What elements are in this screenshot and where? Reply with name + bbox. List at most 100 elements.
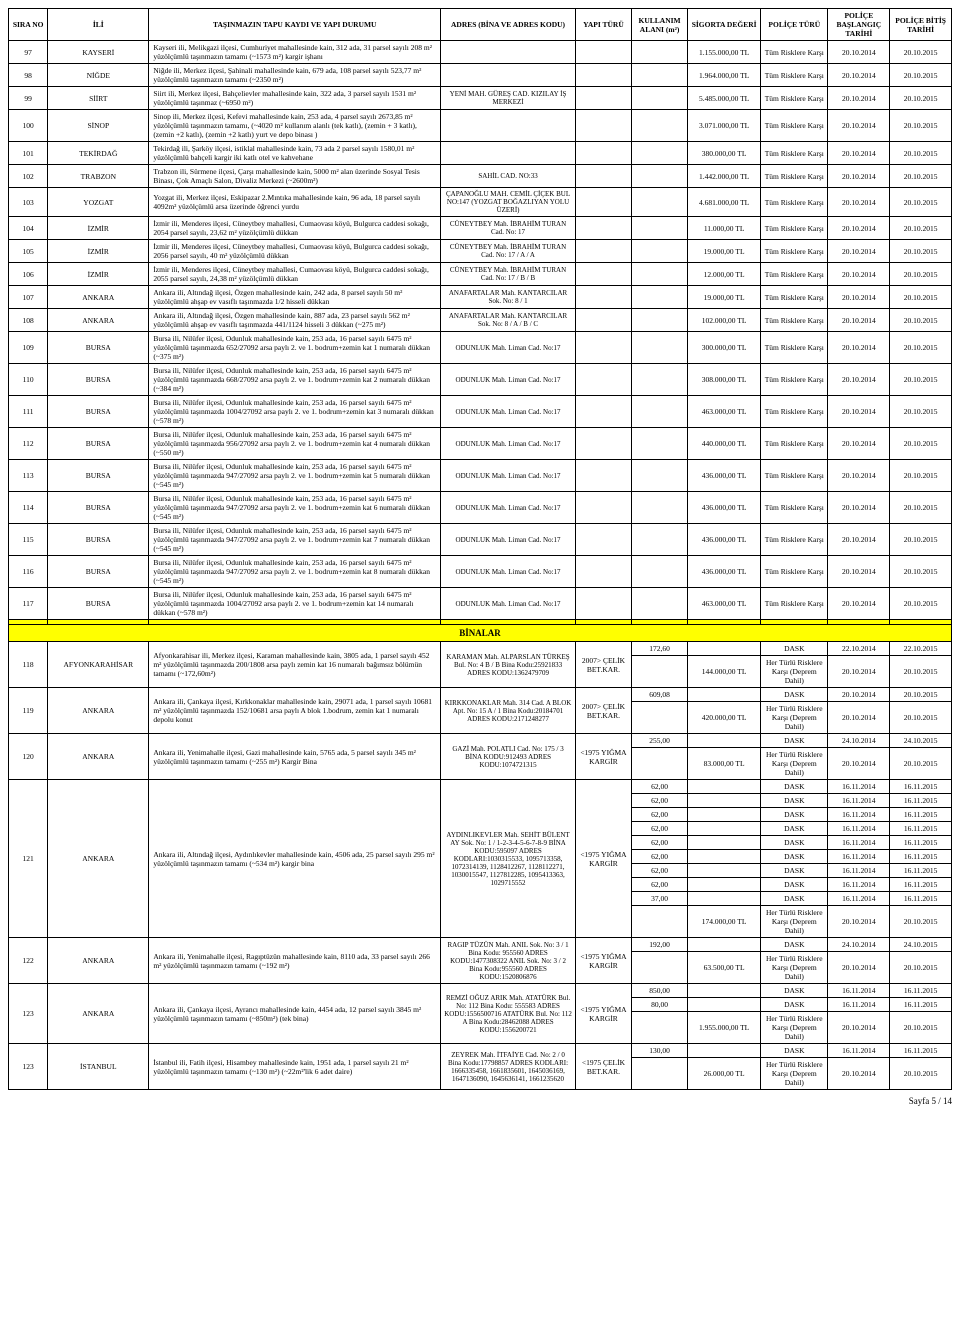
- cell-police: Tüm Risklere Karşı: [761, 64, 828, 87]
- cell-sira: 112: [9, 428, 48, 460]
- cell-adres: GAZİ Mah. POLATLI Cad. No: 175 / 3 BİNA …: [441, 734, 576, 780]
- cell-yapi: 2007> ÇELİK BET.KAR.: [575, 688, 631, 734]
- cell-adres: ODUNLUK Mah. Liman Cad. No:17: [441, 588, 576, 620]
- cell-baslangic: 20.10.2014: [828, 748, 890, 780]
- cell-alan: [632, 188, 688, 217]
- cell-tapu: Ankara ili, Yenimahalle ilçesi, Ragıptüz…: [149, 938, 441, 984]
- cell-alan: [632, 142, 688, 165]
- cell-sigorta: 1.155.000,00 TL: [688, 41, 761, 64]
- cell-police: DASK: [761, 808, 828, 822]
- cell-bitis: 24.10.2015: [890, 938, 952, 952]
- cell-sigorta: 3.071.000,00 TL: [688, 110, 761, 142]
- cell-sigorta: 1.442.000,00 TL: [688, 165, 761, 188]
- cell-il: SİNOP: [48, 110, 149, 142]
- cell-sigorta: 102.000,00 TL: [688, 309, 761, 332]
- cell-bitis: 20.10.2015: [890, 110, 952, 142]
- cell-sigorta: [688, 734, 761, 748]
- cell-sigorta: 19.000,00 TL: [688, 286, 761, 309]
- cell-tapu: İzmir ili, Menderes ilçesi, Cüneytbey ma…: [149, 217, 441, 240]
- cell-adres: ODUNLUK Mah. Liman Cad. No:17: [441, 332, 576, 364]
- cell-bitis: 20.10.2015: [890, 41, 952, 64]
- cell-yapi: [575, 64, 631, 87]
- cell-alan: 62,00: [632, 822, 688, 836]
- cell-sigorta: [688, 984, 761, 998]
- table-row: 117BURSABursa ili, Nilüfer ilçesi, Odunl…: [9, 588, 952, 620]
- hdr-baslangic: POLİÇE BAŞLANGIÇ TARİHİ: [828, 9, 890, 41]
- cell-sigorta: [688, 878, 761, 892]
- table-row: 97KAYSERİKayseri ili, Melikgazi ilçesi, …: [9, 41, 952, 64]
- cell-sigorta: [688, 688, 761, 702]
- cell-alan: [632, 556, 688, 588]
- cell-yapi: [575, 263, 631, 286]
- cell-police: Her Türlü Risklere Karşı (Deprem Dahil): [761, 1058, 828, 1090]
- cell-bitis: 20.10.2015: [890, 1012, 952, 1044]
- cell-alan: [632, 110, 688, 142]
- cell-adres: REMZİ OĞUZ ARIK Mah. ATATÜRK Bul. No: 11…: [441, 984, 576, 1044]
- cell-bitis: 16.11.2015: [890, 998, 952, 1012]
- table-row: 114BURSABursa ili, Nilüfer ilçesi, Odunl…: [9, 492, 952, 524]
- cell-sira: 116: [9, 556, 48, 588]
- cell-yapi: [575, 188, 631, 217]
- cell-bitis: 20.10.2015: [890, 263, 952, 286]
- cell-sira: 120: [9, 734, 48, 780]
- cell-baslangic: 20.10.2014: [828, 165, 890, 188]
- cell-sira: 123: [9, 1044, 48, 1090]
- cell-yapi: 2007> ÇELİK BET.KAR.: [575, 642, 631, 688]
- cell-bitis: 20.10.2015: [890, 240, 952, 263]
- cell-bitis: 20.10.2015: [890, 1058, 952, 1090]
- cell-police: Tüm Risklere Karşı: [761, 217, 828, 240]
- cell-baslangic: 16.11.2014: [828, 808, 890, 822]
- cell-tapu: Bursa ili, Nilüfer ilçesi, Odunluk mahal…: [149, 460, 441, 492]
- hdr-il: İLİ: [48, 9, 149, 41]
- cell-alan: 609,08: [632, 688, 688, 702]
- cell-police: Tüm Risklere Karşı: [761, 142, 828, 165]
- cell-yapi: [575, 286, 631, 309]
- table-row: 107ANKARAAnkara ili, Altındağ ilçesi, Öz…: [9, 286, 952, 309]
- cell-il: TRABZON: [48, 165, 149, 188]
- cell-sira: 103: [9, 188, 48, 217]
- table-row: 121ANKARAAnkara ili, Altındağ ilçesi, Ay…: [9, 780, 952, 794]
- cell-tapu: Trabzon ili, Sürmene ilçesi, Çarşı mahal…: [149, 165, 441, 188]
- cell-yapi: [575, 492, 631, 524]
- cell-il: ANKARA: [48, 688, 149, 734]
- cell-adres: ANAFARTALAR Mah. KANTARCILAR Sok. No: 8 …: [441, 286, 576, 309]
- cell-alan: [632, 240, 688, 263]
- cell-adres: YENİ MAH. GÜREŞ CAD. KIZILAY İŞ MERKEZİ: [441, 87, 576, 110]
- cell-adres: SAHİL CAD. NO:33: [441, 165, 576, 188]
- cell-sigorta: [688, 642, 761, 656]
- section-title: BİNALAR: [9, 625, 952, 642]
- cell-alan: [632, 906, 688, 938]
- header-row: SIRA NO İLİ TAŞINMAZIN TAPU KAYDI VE YAP…: [9, 9, 952, 41]
- cell-sigorta: 19.000,00 TL: [688, 240, 761, 263]
- cell-baslangic: 20.10.2014: [828, 952, 890, 984]
- cell-yapi: <1975 ÇELİK BET.KAR.: [575, 1044, 631, 1090]
- cell-police: Tüm Risklere Karşı: [761, 556, 828, 588]
- insurance-table: SIRA NO İLİ TAŞINMAZIN TAPU KAYDI VE YAP…: [8, 8, 952, 1090]
- cell-il: KAYSERİ: [48, 41, 149, 64]
- cell-il: İSTANBUL: [48, 1044, 149, 1090]
- cell-adres: ODUNLUK Mah. Liman Cad. No:17: [441, 428, 576, 460]
- table-row: 100SİNOPSinop ili, Merkez ilçesi, Kefevi…: [9, 110, 952, 142]
- cell-alan: [632, 588, 688, 620]
- cell-baslangic: 20.10.2014: [828, 87, 890, 110]
- cell-alan: [632, 364, 688, 396]
- cell-sigorta: [688, 822, 761, 836]
- table-row: 109BURSABursa ili, Nilüfer ilçesi, Odunl…: [9, 332, 952, 364]
- cell-police: DASK: [761, 864, 828, 878]
- cell-sigorta: 26.000,00 TL: [688, 1058, 761, 1090]
- cell-sigorta: [688, 836, 761, 850]
- cell-baslangic: 22.10.2014: [828, 642, 890, 656]
- cell-alan: [632, 87, 688, 110]
- cell-il: BURSA: [48, 492, 149, 524]
- cell-baslangic: 16.11.2014: [828, 864, 890, 878]
- cell-baslangic: 20.10.2014: [828, 364, 890, 396]
- cell-adres: [441, 64, 576, 87]
- cell-sira: 108: [9, 309, 48, 332]
- table-row: 116BURSABursa ili, Nilüfer ilçesi, Odunl…: [9, 556, 952, 588]
- cell-police: DASK: [761, 984, 828, 998]
- cell-yapi: [575, 428, 631, 460]
- cell-adres: ODUNLUK Mah. Liman Cad. No:17: [441, 460, 576, 492]
- cell-alan: 192,00: [632, 938, 688, 952]
- cell-tapu: Sinop ili, Merkez ilçesi, Kefevi mahalle…: [149, 110, 441, 142]
- cell-il: ANKARA: [48, 286, 149, 309]
